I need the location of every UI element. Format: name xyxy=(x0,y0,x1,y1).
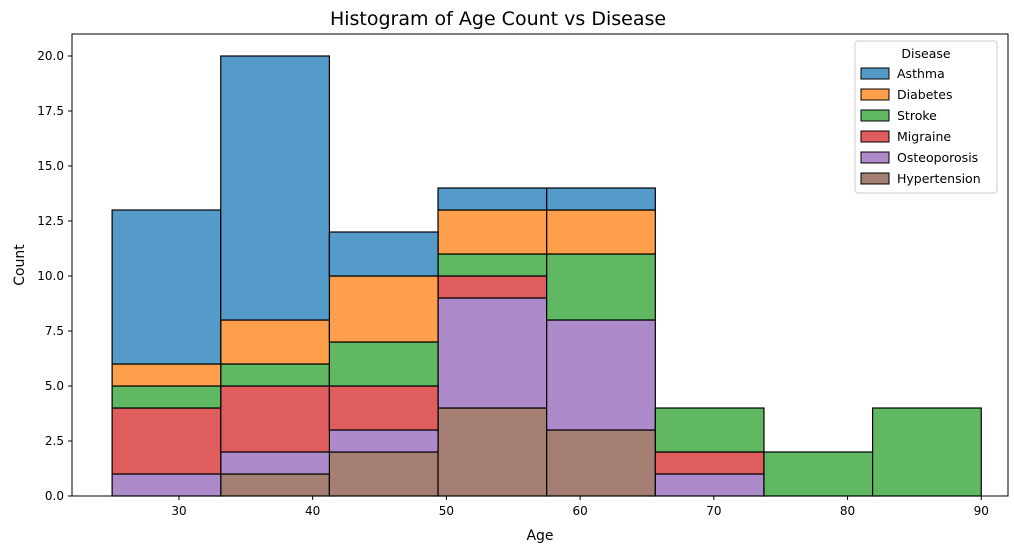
legend-label-migraine: Migraine xyxy=(897,129,951,144)
x-tick-label: 60 xyxy=(572,504,587,518)
bar-diabetes-bin-5 xyxy=(546,209,656,255)
bars-layer xyxy=(111,55,982,497)
y-axis-title: Count xyxy=(12,244,28,286)
bar-hypertension-bin-4 xyxy=(437,407,548,497)
bar-stroke-bin-3 xyxy=(328,341,439,387)
bar-osteoporosis-bin-1 xyxy=(111,473,222,497)
bar-migraine-bin-2 xyxy=(220,385,331,453)
bar-asthma-bin-1 xyxy=(111,209,222,365)
y-tick-label: 2.5 xyxy=(45,434,64,448)
y-tick-label: 0.0 xyxy=(45,489,64,503)
y-tick-label: 12.5 xyxy=(37,214,64,228)
x-tick-label: 30 xyxy=(171,504,186,518)
legend-swatch-osteoporosis xyxy=(860,151,890,164)
x-tick-label: 50 xyxy=(439,504,454,518)
legend-label-stroke: Stroke xyxy=(897,108,937,123)
bar-stroke-bin-6 xyxy=(654,407,765,453)
x-axis-title: Age xyxy=(526,528,553,544)
bar-diabetes-bin-3 xyxy=(328,275,439,343)
bar-stroke-bin-7 xyxy=(763,451,874,497)
bar-osteoporosis-bin-6 xyxy=(654,473,765,497)
legend-label-hypertension: Hypertension xyxy=(897,171,981,186)
bar-hypertension-bin-5 xyxy=(546,429,656,497)
bar-stroke-bin-4 xyxy=(437,253,548,277)
x-axis: 30 40 50 60 70 80 90 xyxy=(171,496,989,518)
bar-diabetes-bin-4 xyxy=(437,209,548,255)
bar-osteoporosis-bin-3 xyxy=(328,429,439,453)
x-tick-label: 70 xyxy=(706,504,721,518)
legend-label-diabetes: Diabetes xyxy=(897,87,953,102)
y-tick-label: 10.0 xyxy=(37,269,64,283)
legend-title: Disease xyxy=(901,46,950,61)
y-tick-label: 20.0 xyxy=(37,49,64,63)
legend: Disease Asthma Diabetes Stroke Migraine Osteo… xyxy=(854,40,998,194)
x-tick-label: 80 xyxy=(840,504,855,518)
bar-migraine-bin-4 xyxy=(437,275,548,299)
y-tick-label: 5.0 xyxy=(45,379,64,393)
y-tick-label: 7.5 xyxy=(45,324,64,338)
bar-stroke-bin-1 xyxy=(111,385,222,409)
bar-stroke-bin-5 xyxy=(546,253,656,321)
bar-stroke-bin-2 xyxy=(220,363,331,387)
legend-swatch-stroke xyxy=(860,109,890,122)
bar-asthma-bin-5 xyxy=(546,187,656,211)
legend-label-osteoporosis: Osteoporosis xyxy=(897,150,978,165)
bar-asthma-bin-2 xyxy=(220,55,331,321)
bar-migraine-bin-1 xyxy=(111,407,222,475)
legend-label-asthma: Asthma xyxy=(897,66,945,81)
bar-hypertension-bin-2 xyxy=(220,473,331,497)
y-tick-label: 17.5 xyxy=(37,104,64,118)
bar-osteoporosis-bin-5 xyxy=(546,319,656,431)
legend-swatch-asthma xyxy=(860,67,890,80)
bar-asthma-bin-4 xyxy=(437,187,548,211)
x-tick-label: 40 xyxy=(305,504,320,518)
plot-frame xyxy=(71,33,1009,497)
bar-asthma-bin-3 xyxy=(328,231,439,277)
bar-diabetes-bin-1 xyxy=(111,363,222,387)
chart-title: Histogram of Age Count vs Disease xyxy=(330,8,666,30)
bar-migraine-bin-6 xyxy=(654,451,765,475)
legend-swatch-hypertension xyxy=(860,172,890,185)
y-axis: 0.0 2.5 5.0 7.5 10.0 12.5 15.0 17.5 20.0 xyxy=(37,49,72,503)
legend-box xyxy=(854,40,998,194)
bar-stroke-bin-8 xyxy=(872,407,982,497)
legend-swatch-diabetes xyxy=(860,88,890,101)
x-tick-label: 90 xyxy=(974,504,989,518)
bar-diabetes-bin-2 xyxy=(220,319,331,365)
legend-swatch-migraine xyxy=(860,130,890,143)
bar-migraine-bin-3 xyxy=(328,385,439,431)
y-tick-label: 15.0 xyxy=(37,159,64,173)
bar-hypertension-bin-3 xyxy=(328,451,439,497)
bar-osteoporosis-bin-4 xyxy=(437,297,548,409)
bar-osteoporosis-bin-2 xyxy=(220,451,331,475)
